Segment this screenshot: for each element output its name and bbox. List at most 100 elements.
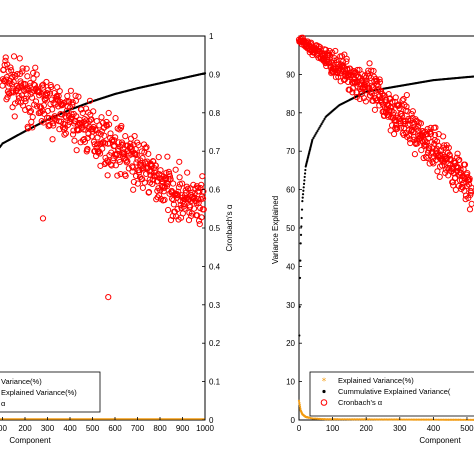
- right-cronbach-point: [390, 130, 398, 138]
- left-y2-tick-label: 0.6: [209, 186, 221, 195]
- right-cumulative-point: [320, 123, 323, 126]
- right-cronbach-point: [394, 124, 401, 131]
- left-cronbach-point: [46, 90, 54, 97]
- right-cumulative-point: [303, 175, 306, 179]
- left-cronbach-point: [38, 118, 45, 125]
- left-cronbach-point: [48, 83, 55, 91]
- left-cronbach-point: [10, 53, 18, 60]
- left-cronbach-point: [196, 188, 203, 195]
- right-cronbach-point: [418, 146, 425, 154]
- left-cronbach-point: [152, 162, 159, 169]
- right-cronbach-point: [376, 76, 383, 83]
- left-cronbach-point: [7, 64, 14, 71]
- left-cronbach-point: [104, 172, 111, 179]
- right-cronbach-point: [433, 138, 441, 145]
- right-explained-point: [297, 399, 301, 402]
- left-cronbach-point: [109, 138, 116, 145]
- left-legend-box: [0, 371, 101, 413]
- left-cronbach-point: [11, 113, 18, 120]
- left-cronbach-outlier: [39, 215, 47, 222]
- right-explained-point: [370, 418, 373, 421]
- right-explained-point: [326, 418, 329, 421]
- right-cumulative-point: [303, 179, 306, 182]
- left-cronbach-point: [149, 180, 156, 188]
- right-explained-point: [467, 418, 470, 421]
- left-cronbach-point: [68, 113, 76, 121]
- left-cronbach-point: [191, 194, 198, 201]
- right-explained-point: [444, 418, 447, 421]
- left-y2-tick-label: 0.5: [209, 224, 221, 233]
- right-explained-point: [470, 418, 474, 421]
- left-cronbach-point: [69, 101, 76, 108]
- right-explained-point: [351, 418, 354, 421]
- left-cronbach-point: [53, 92, 60, 100]
- right-x-axis-label: Component: [419, 436, 461, 445]
- left-cronbach-point: [36, 89, 43, 96]
- left-x-tick-label: 200: [18, 424, 32, 433]
- left-cronbach-point: [88, 116, 95, 123]
- left-y2-tick-label: 0.4: [209, 262, 221, 271]
- left-cronbach-point: [84, 134, 91, 142]
- left-cronbach-point: [29, 113, 36, 121]
- right-explained-point: [358, 418, 361, 421]
- left-x-axis-label: Component: [9, 436, 51, 445]
- left-cronbach-point: [123, 159, 130, 166]
- left-cronbach-point: [28, 94, 36, 101]
- right-cronbach-point: [452, 174, 459, 181]
- right-legend-marker-cronbach: [320, 399, 328, 406]
- right-explained-point: [425, 418, 428, 421]
- right-explained-point: [391, 418, 395, 421]
- left-y2-tick-label: 1: [209, 32, 214, 41]
- left-cronbach-point: [14, 98, 22, 105]
- right-cronbach-point: [403, 91, 410, 99]
- right-cumulative-point: [298, 305, 301, 308]
- right-cumulative-point: [302, 186, 305, 189]
- right-cumulative-point: [302, 182, 306, 185]
- right-x-tick-label: 300: [393, 424, 407, 433]
- right-explained-point: [371, 418, 375, 421]
- right-y-tick-label: 40: [286, 262, 295, 271]
- right-cronbach-point: [359, 78, 366, 85]
- right-explained-point: [381, 418, 385, 421]
- right-explained-point: [423, 418, 427, 421]
- right-explained-point: [298, 403, 301, 406]
- left-cronbach-point: [67, 87, 75, 94]
- right-y-tick-label: 10: [286, 378, 295, 387]
- right-explained-point: [413, 418, 416, 421]
- right-cronbach-point: [392, 94, 399, 101]
- right-explained-point: [430, 418, 433, 421]
- right-cumulative-point: [318, 126, 321, 129]
- right-explained-point: [408, 418, 411, 421]
- right-cronbach-point: [370, 67, 377, 75]
- left-y2-tick-label: 0.8: [209, 109, 221, 118]
- right-explained-point: [457, 418, 460, 421]
- right-legend-entry: Explained Variance(%): [338, 376, 414, 385]
- right-y-tick-label: 0: [291, 416, 296, 425]
- right-chart-panel: 0100200300400500600102030405060708090 Co…: [271, 34, 474, 445]
- left-x-tick-label: 900: [176, 424, 190, 433]
- right-cronbach-point: [432, 124, 439, 131]
- right-cronbach-point: [368, 67, 375, 74]
- right-cronbach-point: [435, 142, 442, 149]
- left-cronbach-point: [27, 108, 35, 115]
- left-cronbach-point: [101, 132, 108, 139]
- left-cronbach-point: [22, 95, 29, 102]
- right-explained-point: [440, 418, 443, 421]
- right-cronbach-point: [409, 114, 416, 122]
- right-explained-point: [459, 418, 462, 421]
- left-cronbach-point: [190, 205, 198, 212]
- right-cronbach-point: [366, 60, 373, 67]
- right-explained-point: [388, 418, 391, 421]
- right-cronbach-point: [419, 127, 426, 135]
- left-cronbach-point: [103, 121, 110, 129]
- right-explained-point: [420, 418, 423, 421]
- left-cronbach-point: [165, 206, 172, 214]
- right-y-tick-label: 20: [286, 339, 295, 348]
- right-cronbach-point: [468, 200, 474, 207]
- right-cronbach-point: [398, 124, 405, 131]
- right-x-tick-label: 500: [460, 424, 474, 433]
- left-cronbach-point: [129, 164, 136, 171]
- right-explained-point: [341, 418, 344, 421]
- right-cumulative-point: [301, 196, 304, 199]
